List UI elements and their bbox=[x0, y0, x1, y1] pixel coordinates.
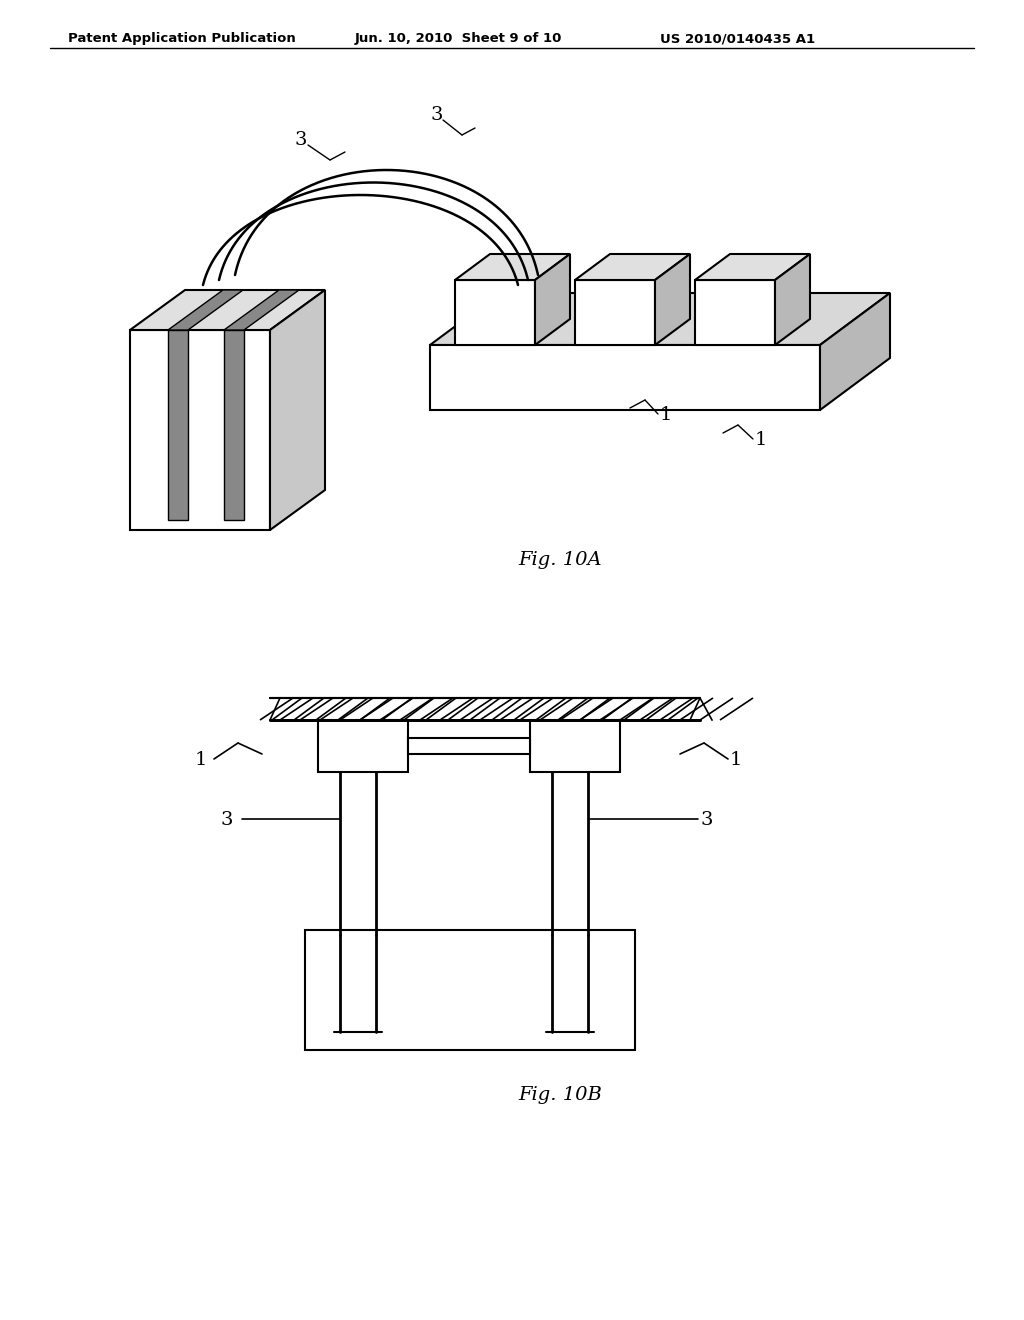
Polygon shape bbox=[130, 290, 325, 330]
Polygon shape bbox=[455, 253, 570, 280]
Polygon shape bbox=[224, 330, 244, 520]
Text: 1: 1 bbox=[660, 407, 673, 424]
Polygon shape bbox=[168, 330, 188, 520]
Polygon shape bbox=[224, 290, 299, 330]
Text: Patent Application Publication: Patent Application Publication bbox=[68, 32, 296, 45]
Polygon shape bbox=[695, 253, 810, 280]
Polygon shape bbox=[820, 293, 890, 411]
Polygon shape bbox=[535, 253, 570, 345]
Polygon shape bbox=[130, 330, 270, 531]
Polygon shape bbox=[575, 280, 655, 345]
Text: US 2010/0140435 A1: US 2010/0140435 A1 bbox=[660, 32, 815, 45]
Polygon shape bbox=[695, 280, 775, 345]
Polygon shape bbox=[775, 253, 810, 345]
Text: 1: 1 bbox=[195, 751, 208, 770]
Bar bbox=[408, 738, 530, 754]
Polygon shape bbox=[430, 345, 820, 411]
Text: 3: 3 bbox=[700, 810, 713, 829]
Text: 3: 3 bbox=[295, 131, 307, 149]
Text: 3: 3 bbox=[220, 810, 232, 829]
Text: Fig. 10B: Fig. 10B bbox=[518, 1086, 602, 1104]
Polygon shape bbox=[455, 280, 535, 345]
Polygon shape bbox=[168, 290, 243, 330]
Text: 1: 1 bbox=[730, 751, 742, 770]
Polygon shape bbox=[575, 253, 690, 280]
Text: 1: 1 bbox=[755, 432, 767, 449]
Bar bbox=[305, 931, 635, 1049]
Polygon shape bbox=[430, 293, 890, 345]
Text: Jun. 10, 2010  Sheet 9 of 10: Jun. 10, 2010 Sheet 9 of 10 bbox=[355, 32, 562, 45]
Text: Fig. 10A: Fig. 10A bbox=[518, 550, 602, 569]
Bar bbox=[530, 719, 620, 772]
Text: 3: 3 bbox=[430, 106, 442, 124]
Bar bbox=[318, 719, 408, 772]
Polygon shape bbox=[655, 253, 690, 345]
Polygon shape bbox=[270, 290, 325, 531]
